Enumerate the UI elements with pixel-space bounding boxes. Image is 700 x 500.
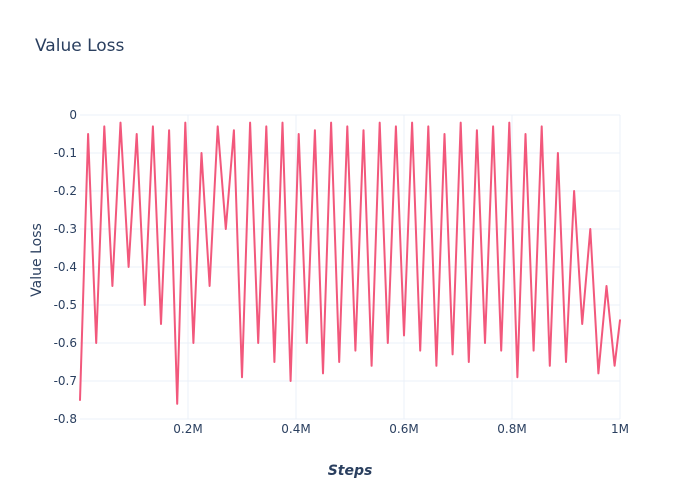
x-tick-label: 0.6M <box>389 422 418 436</box>
y-tick-label: -0.6 <box>54 336 77 350</box>
chart-grid <box>80 114 621 420</box>
y-tick-label: -0.7 <box>54 374 77 388</box>
y-tick-label: 0 <box>69 108 77 122</box>
y-tick-label: -0.1 <box>54 146 77 160</box>
x-axis-tick-labels: 0.2M 0.4M 0.6M 0.8M 1M <box>173 422 629 436</box>
y-axis-label: Value Loss <box>29 223 45 297</box>
chart-series <box>79 121 621 405</box>
value-loss-series-line <box>79 121 621 405</box>
x-tick-label: 0.8M <box>497 422 526 436</box>
y-tick-label: -0.4 <box>54 260 77 274</box>
y-tick-label: -0.5 <box>54 298 77 312</box>
x-tick-label: 0.4M <box>281 422 310 436</box>
x-axis-label: Steps <box>328 463 373 479</box>
x-tick-label: 0.2M <box>173 422 202 436</box>
y-axis-tick-labels: 0 -0.1 -0.2 -0.3 -0.4 -0.5 -0.6 -0.7 -0.8 <box>54 108 77 426</box>
y-tick-label: -0.8 <box>54 412 77 426</box>
y-tick-label: -0.2 <box>54 184 77 198</box>
x-tick-label: 1M <box>611 422 629 436</box>
y-tick-label: -0.3 <box>54 222 77 236</box>
chart-title: Value Loss <box>35 36 125 56</box>
